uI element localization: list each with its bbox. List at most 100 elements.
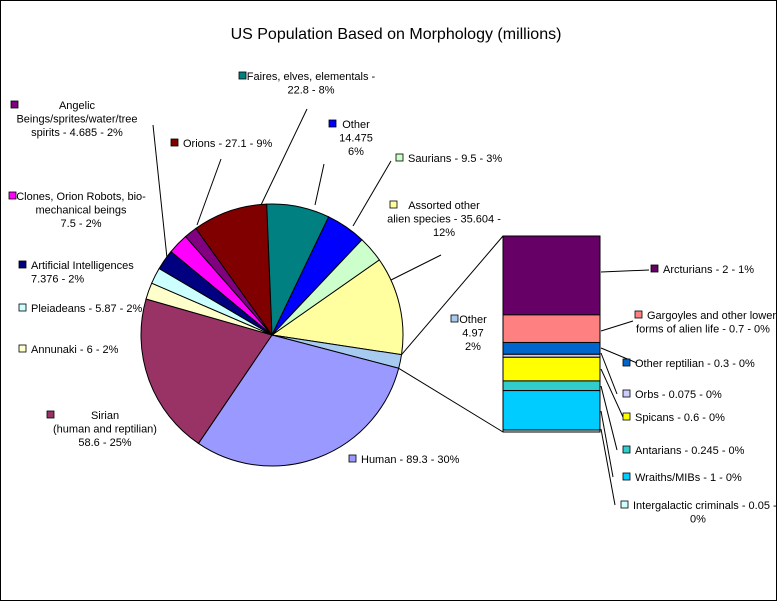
- legend-key-spicans: [622, 412, 631, 421]
- label-faires-line-0: Faires, elves, elementals -: [247, 71, 376, 83]
- label-other-main-line-0: Other: [459, 314, 487, 326]
- breakout-segment-gargoyles: [502, 314, 601, 343]
- label-other-reptilian-line-0: Other reptilian - 0.3 - 0%: [635, 358, 755, 370]
- breakout-segment-spicans: [502, 356, 601, 382]
- label-other-reptilian: Other reptilian - 0.3 - 0%: [622, 358, 755, 370]
- pie-slice-sirian: [140, 298, 273, 445]
- leader-line-arcturians: [600, 269, 650, 273]
- leader-line-orions: [196, 158, 222, 226]
- label-assorted-line-2: 12%: [433, 227, 455, 239]
- labels: Assorted other alien species - 35.604 -12…: [8, 71, 776, 526]
- legend-key-gargoyles: [634, 310, 643, 319]
- label-gargoyles-line-0: Gargoyles and other lower: [647, 310, 776, 322]
- label-assorted-line-0: Assorted other: [408, 200, 480, 212]
- leader-line-other-reptilian: [600, 347, 638, 364]
- pie: [140, 203, 404, 467]
- label-other-main: Other 4.972%: [450, 314, 487, 353]
- breakout-connector-top: [401, 235, 504, 355]
- pie-slice-assorted: [270, 259, 404, 356]
- label-orbs-line-0: Orbs - 0.075 - 0%: [635, 389, 722, 401]
- legend-key-sirian: [46, 410, 55, 419]
- pie-slice-human: [197, 334, 400, 467]
- legend-key-pleiadeans: [18, 303, 27, 312]
- label-human: Human - 89.3 - 30%: [348, 454, 460, 466]
- breakout-segment-wraiths: [502, 390, 601, 431]
- legend-key-angelic: [10, 100, 19, 109]
- legend-key-intergalactic: [620, 500, 629, 509]
- legend-key-orions: [170, 138, 179, 147]
- legend-key-assorted: [389, 200, 398, 209]
- label-other-top-line-0: Other: [342, 119, 370, 131]
- label-ai: Artificial Intelligences 7.376 - 2%: [18, 260, 134, 286]
- legend-key-other-reptilian: [622, 358, 631, 367]
- label-other-main-line-1: 4.97: [462, 328, 483, 340]
- label-arcturians-line-0: Arcturians - 2 - 1%: [663, 264, 754, 276]
- label-sirian-line-2: 58.6 - 25%: [78, 437, 131, 449]
- legend-key-other-main: [450, 314, 459, 323]
- label-faires-line-1: 22.8 - 8%: [287, 85, 334, 97]
- leader-line-assorted: [390, 254, 442, 281]
- label-angelic-line-0: Angelic: [59, 100, 96, 112]
- label-ai-line-0: Artificial Intelligences: [31, 260, 134, 272]
- label-assorted-line-1: alien species - 35.604 -: [387, 214, 501, 226]
- legend-key-other-top: [328, 119, 337, 128]
- leader-line-angelic: [152, 124, 168, 259]
- breakout-segment-antarians: [502, 380, 601, 392]
- leader-line-wraiths: [600, 410, 614, 478]
- legend-key-saurians: [395, 153, 404, 162]
- label-arcturians: Arcturians - 2 - 1%: [650, 264, 754, 276]
- legend-key-ai: [18, 260, 27, 269]
- label-gargoyles-line-1: forms of alien life - 0.7 - 0%: [636, 324, 770, 336]
- label-other-top-line-2: 6%: [348, 146, 364, 158]
- breakout-segment-other-reptilian: [502, 341, 601, 355]
- label-wraiths-line-0: Wraiths/MIBs - 1 - 0%: [635, 472, 742, 484]
- legend-key-annunaki: [18, 344, 27, 353]
- breakout-segment-arcturians: [502, 235, 601, 316]
- legend-key-faires: [238, 71, 247, 80]
- label-clones-line-1: mechanical beings: [35, 205, 127, 217]
- label-orions-line-0: Orions - 27.1 - 9%: [183, 138, 272, 150]
- legend-key-human: [348, 454, 357, 463]
- label-faires: Faires, elves, elementals - 22.8 - 8%: [238, 71, 376, 97]
- label-other-main-line-2: 2%: [465, 341, 481, 353]
- leader-line-faires: [260, 108, 308, 206]
- label-pleiadeans: Pleiadeans - 5.87 - 2%: [18, 303, 143, 315]
- label-angelic-line-1: Beings/sprites/water/tree: [16, 114, 137, 126]
- legend-key-clones: [8, 191, 17, 200]
- leader-line-antarians: [600, 385, 618, 451]
- label-assorted: Assorted other alien species - 35.604 -12…: [387, 200, 501, 239]
- leader-line-other-top: [314, 163, 325, 206]
- legend-key-orbs: [622, 389, 631, 398]
- label-antarians: Antarians - 0.245 - 0%: [622, 445, 745, 457]
- label-intergalactic-line-0: Intergalactic criminals - 0.05 -: [633, 500, 776, 512]
- legend-key-wraiths: [622, 472, 631, 481]
- label-sirian: Sirian (human and reptilian)58.6 - 25%: [46, 410, 157, 449]
- label-gargoyles: Gargoyles and other lower forms of alien …: [634, 310, 776, 336]
- label-antarians-line-0: Antarians - 0.245 - 0%: [635, 445, 745, 457]
- label-angelic: Angelic Beings/sprites/water/treespirits …: [10, 100, 138, 139]
- pie-slice-saurians: [271, 239, 381, 336]
- label-saurians-line-0: Saurians - 9.5 - 3%: [408, 153, 502, 165]
- label-ai-line-1: 7.376 - 2%: [31, 274, 84, 286]
- label-clones: Clones, Orion Robots, bio-mechanical bei…: [8, 191, 146, 230]
- label-saurians: Saurians - 9.5 - 3%: [395, 153, 502, 165]
- label-annunaki: Annunaki - 6 - 2%: [18, 344, 119, 356]
- label-intergalactic: Intergalactic criminals - 0.05 - 0%: [620, 500, 776, 526]
- label-other-top-line-1: 14.475: [339, 133, 373, 145]
- label-orions: Orions - 27.1 - 9%: [170, 138, 272, 150]
- leader-line-gargoyles: [600, 320, 634, 332]
- label-annunaki-line-0: Annunaki - 6 - 2%: [31, 344, 119, 356]
- leader-line-spicans: [600, 368, 624, 418]
- chart-title: US Population Based on Morphology (milli…: [231, 26, 562, 43]
- label-sirian-line-0: Sirian: [91, 410, 119, 422]
- breakout-stack: [502, 235, 601, 433]
- legend-key-arcturians: [650, 264, 659, 273]
- label-pleiadeans-line-0: Pleiadeans - 5.87 - 2%: [31, 303, 143, 315]
- legend-key-antarians: [622, 445, 631, 454]
- label-spicans-line-0: Spicans - 0.6 - 0%: [635, 412, 725, 424]
- leader-line-orbs: [600, 352, 618, 395]
- label-human-line-0: Human - 89.3 - 30%: [361, 454, 460, 466]
